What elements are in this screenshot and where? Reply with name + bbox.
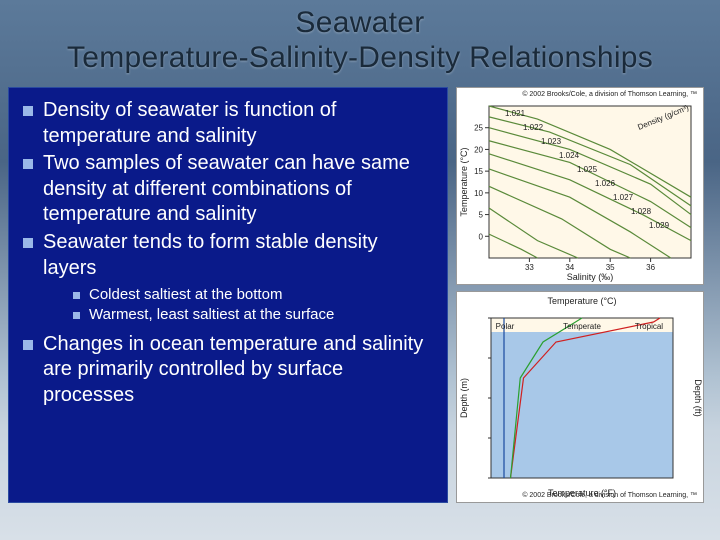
sub-bullet-text: Warmest, least saltiest at the surface bbox=[89, 306, 334, 323]
svg-text:20: 20 bbox=[474, 145, 483, 154]
svg-text:Temperate: Temperate bbox=[563, 322, 601, 331]
temp-depth-svg: Temperature (°C)Temperature (°F)Depth (m… bbox=[457, 292, 703, 502]
slide-header: SeawaterTemperature-Salinity-Density Rel… bbox=[0, 0, 720, 87]
svg-text:34: 34 bbox=[565, 263, 574, 272]
bullet-item: Density of seawater is function of tempe… bbox=[21, 98, 435, 149]
ts-density-svg: 33 34 35 36 0 5 10 15 20 25 Salinity (‰) Temperatur… bbox=[457, 88, 703, 284]
content-box: Density of seawater is function of tempe… bbox=[8, 87, 448, 503]
slide-body: Density of seawater is function of tempe… bbox=[0, 87, 720, 503]
ts-density-chart: © 2002 Brooks/Cole, a division of Thomso… bbox=[456, 87, 704, 285]
svg-text:Depth (ft): Depth (ft) bbox=[693, 379, 703, 417]
svg-text:0: 0 bbox=[479, 232, 484, 241]
svg-text:35: 35 bbox=[606, 263, 615, 272]
copyright-text: © 2002 Brooks/Cole, a division of Thomso… bbox=[522, 492, 697, 499]
svg-text:Salinity (‰): Salinity (‰) bbox=[567, 272, 614, 282]
svg-text:1.028: 1.028 bbox=[631, 207, 652, 216]
svg-text:1.021: 1.021 bbox=[505, 109, 526, 118]
bullet-list: Density of seawater is function of tempe… bbox=[21, 98, 435, 408]
svg-text:10: 10 bbox=[474, 189, 483, 198]
bullet-item: Seawater tends to form stable density la… bbox=[21, 230, 435, 326]
bullet-text: Seawater tends to form stable density la… bbox=[43, 231, 378, 279]
sub-bullet-item: Coldest saltiest at the bottom bbox=[71, 285, 435, 305]
sub-bullet-text: Coldest saltiest at the bottom bbox=[89, 286, 282, 303]
figures-column: © 2002 Brooks/Cole, a division of Thomso… bbox=[456, 87, 704, 503]
svg-text:1.029: 1.029 bbox=[649, 221, 670, 230]
svg-text:Temperature (°C): Temperature (°C) bbox=[459, 147, 469, 216]
svg-text:36: 36 bbox=[646, 263, 655, 272]
bullet-text: Changes in ocean temperature and salinit… bbox=[43, 333, 423, 406]
svg-text:5: 5 bbox=[479, 211, 484, 220]
svg-text:Tropical: Tropical bbox=[635, 322, 663, 331]
bullet-item: Two samples of seawater can have same de… bbox=[21, 151, 435, 228]
svg-text:Temperature (°C): Temperature (°C) bbox=[547, 296, 616, 306]
svg-text:1.026: 1.026 bbox=[595, 179, 616, 188]
svg-text:Polar: Polar bbox=[496, 322, 515, 331]
svg-text:1.022: 1.022 bbox=[523, 123, 544, 132]
svg-text:1.027: 1.027 bbox=[613, 193, 634, 202]
slide-title: SeawaterTemperature-Salinity-Density Rel… bbox=[10, 6, 710, 75]
svg-text:15: 15 bbox=[474, 167, 483, 176]
sub-bullet-list: Coldest saltiest at the bottom Warmest, … bbox=[71, 285, 435, 326]
svg-text:25: 25 bbox=[474, 124, 483, 133]
copyright-text: © 2002 Brooks/Cole, a division of Thomso… bbox=[522, 91, 697, 98]
temp-depth-chart: Temperature (°C)Temperature (°F)Depth (m… bbox=[456, 291, 704, 503]
sub-bullet-item: Warmest, least saltiest at the surface bbox=[71, 305, 435, 325]
title-line1: SeawaterTemperature-Salinity-Density Rel… bbox=[67, 6, 653, 74]
bullet-text: Density of seawater is function of tempe… bbox=[43, 99, 336, 147]
svg-text:Depth (m): Depth (m) bbox=[459, 378, 469, 418]
bullet-text: Two samples of seawater can have same de… bbox=[43, 152, 410, 225]
svg-text:1.024: 1.024 bbox=[559, 151, 580, 160]
svg-text:33: 33 bbox=[525, 263, 534, 272]
svg-text:1.023: 1.023 bbox=[541, 137, 562, 146]
svg-text:1.025: 1.025 bbox=[577, 165, 598, 174]
bullet-item: Changes in ocean temperature and salinit… bbox=[21, 332, 435, 409]
